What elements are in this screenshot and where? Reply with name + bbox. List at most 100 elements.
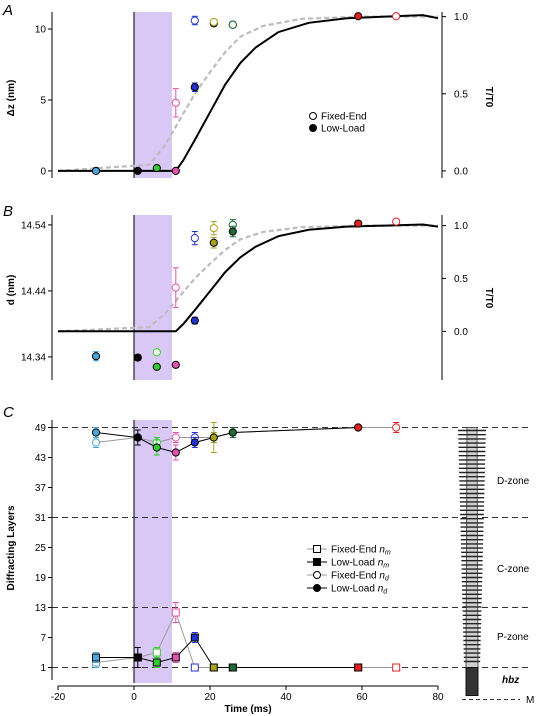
data-point	[152, 648, 161, 657]
x-tick-label: 0	[131, 692, 137, 703]
bare-zone	[465, 667, 479, 696]
data-point	[171, 433, 180, 442]
y2-tick-label: 1.0	[454, 221, 468, 232]
m-line-label: M	[526, 695, 534, 706]
y2-tick-label: 0.0	[454, 166, 468, 177]
legend-c-marker-2	[313, 558, 321, 566]
data-point	[228, 227, 237, 236]
data-point	[392, 423, 401, 432]
zone-label-c: C-zone	[497, 564, 530, 575]
legend-c-label-3: Fixed-End nd	[331, 571, 390, 583]
y2-tick-label: 1.0	[454, 12, 468, 23]
legend-c-marker-4	[313, 584, 321, 592]
data-point	[152, 443, 161, 452]
panel-c: 1 7 13 19 25 31 37 43 49 -20 0 20 40 60 80	[35, 420, 530, 703]
data-point	[152, 163, 161, 173]
y-tick-label: 31	[35, 513, 47, 524]
data-point	[171, 360, 180, 369]
data-point	[91, 428, 101, 437]
data-point	[209, 224, 218, 233]
y2-tick-label: 0.5	[454, 274, 468, 285]
data-point	[190, 234, 199, 243]
tension-fixed-end-curve	[57, 224, 438, 333]
data-point	[152, 348, 161, 357]
legend-a: Fixed-End Low-Load	[309, 112, 367, 135]
legend-c-marker-3	[313, 571, 321, 579]
y2-axis-label-a: T/T0	[483, 87, 494, 108]
panel-label-c: C	[3, 404, 14, 421]
stimulus-band-a	[134, 12, 172, 178]
data-point	[152, 362, 161, 371]
y-tick-label: 14.44	[21, 286, 46, 297]
data-point	[392, 12, 401, 21]
data-point	[190, 633, 199, 642]
data-point	[91, 352, 101, 361]
data-point	[354, 12, 363, 21]
data-point	[190, 663, 199, 672]
data-point	[392, 663, 401, 672]
legend-a-low-marker	[309, 124, 317, 132]
data-point	[228, 20, 237, 29]
data-point	[228, 663, 237, 672]
data-point	[209, 238, 218, 247]
data-point	[133, 433, 142, 442]
y-axis-label-a: Δz (nm)	[6, 80, 17, 117]
data-point	[91, 438, 101, 447]
data-point	[354, 219, 363, 228]
x-tick-label: 80	[432, 692, 444, 703]
data-point	[92, 653, 100, 662]
x-tick-label: -20	[51, 692, 66, 703]
data-point	[171, 653, 180, 662]
data-point	[190, 16, 199, 25]
y-tick-label: 10	[35, 25, 47, 36]
x-tick-label: 60	[356, 692, 368, 703]
panel-label-a: A	[2, 2, 13, 19]
data-point	[171, 608, 180, 617]
y-axis-label-c: Diffracting Layers	[6, 505, 17, 590]
y-tick-label: 25	[35, 543, 47, 554]
zone-label-p: P-zone	[497, 632, 529, 643]
thick-filament-schematic	[458, 427, 520, 700]
legend-c-label-1: Fixed-End nm	[331, 545, 391, 557]
data-point	[209, 433, 218, 442]
legend-c: Fixed-End nm Low-Load nm Fixed-End nd Lo…	[307, 545, 391, 596]
hbz-label: hbz	[502, 675, 519, 686]
data-point	[190, 438, 199, 447]
data-point	[133, 353, 142, 362]
x-axis-label: Time (ms)	[224, 704, 271, 715]
data-point	[209, 17, 218, 27]
y2-axis-label-b: T/T0	[483, 288, 494, 309]
y-tick-label: 13	[35, 603, 47, 614]
legend-c-label-4: Low-Load nd	[331, 584, 388, 596]
y-axis-label-b: d (nm)	[6, 275, 17, 306]
data-point	[209, 663, 218, 672]
tension-low-load-curve	[58, 14, 439, 172]
legend-a-fixed-label: Fixed-End	[321, 112, 367, 123]
y-tick-label: 19	[35, 573, 47, 584]
x-tick-label: 20	[204, 692, 216, 703]
panel-b: 14.34 14.44 14.54 0.0 0.5 1.0	[21, 215, 468, 380]
tension-fixed-end-curve	[57, 15, 438, 172]
legend-a-fixed-marker	[309, 112, 317, 120]
y-tick-label: 0	[40, 166, 46, 177]
data-point	[171, 448, 180, 457]
y-tick-label: 1	[40, 663, 46, 674]
data-point	[354, 663, 363, 672]
y-tick-label: 49	[35, 423, 47, 434]
data-point	[91, 166, 101, 176]
legend-c-marker-1	[313, 545, 321, 553]
data-point	[171, 98, 180, 107]
zone-label-d: D-zone	[497, 476, 530, 487]
y2-tick-label: 0.0	[454, 327, 468, 338]
data-point	[190, 316, 199, 325]
y-tick-label: 5	[40, 95, 46, 106]
y-tick-label: 7	[40, 633, 46, 644]
panel-a: 0 5 10 0.0 0.5 1.0	[35, 12, 468, 178]
y-tick-label: 43	[35, 453, 47, 464]
data-point	[190, 83, 199, 92]
data-point	[392, 217, 401, 226]
x-tick-label: 40	[280, 692, 292, 703]
y-tick-label: 37	[35, 483, 47, 494]
legend-c-label-2: Low-Load nm	[331, 558, 389, 570]
